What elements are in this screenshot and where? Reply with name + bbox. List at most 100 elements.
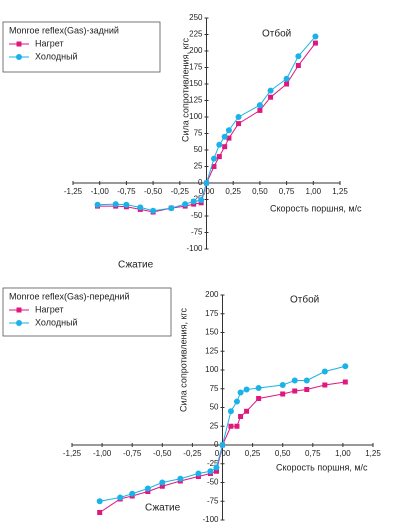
y-axis-label: Сила сопротивления, кгс xyxy=(178,308,188,412)
legend-title: Monroe reflex(Gas)-передний xyxy=(9,291,130,301)
y-tick-label: -100 xyxy=(186,244,203,253)
marker xyxy=(213,464,220,471)
marker xyxy=(216,141,223,148)
x-tick-label: -0,75 xyxy=(123,449,142,458)
y-tick-label: 125 xyxy=(205,346,219,355)
marker xyxy=(284,81,290,87)
y-tick-label: 50 xyxy=(194,145,203,154)
x-axis-label: Скорость поршня, м/с xyxy=(270,203,362,213)
marker xyxy=(228,423,234,429)
x-tick-label: 1,00 xyxy=(306,187,322,196)
marker xyxy=(195,470,202,477)
y-tick-label: 75 xyxy=(194,129,203,138)
marker xyxy=(235,114,242,120)
x-tick-label: 0,50 xyxy=(275,449,291,458)
marker xyxy=(233,398,240,405)
y-tick-label: 150 xyxy=(205,328,219,337)
x-tick-label: 0,25 xyxy=(225,187,241,196)
y-tick-label: -50 xyxy=(191,211,203,220)
marker xyxy=(150,207,157,214)
marker xyxy=(283,75,290,82)
x-tick-label: -0,25 xyxy=(183,449,202,458)
marker xyxy=(244,408,250,414)
marker xyxy=(304,387,310,392)
marker xyxy=(129,490,136,497)
y-tick-label: 175 xyxy=(189,63,203,72)
x-tick-label: -1,00 xyxy=(91,187,110,196)
x-tick-label: 0,50 xyxy=(252,187,268,196)
marker xyxy=(342,379,348,385)
marker xyxy=(203,180,210,186)
marker xyxy=(312,33,319,40)
marker xyxy=(267,87,274,94)
y-tick-label: 125 xyxy=(189,96,203,105)
x-tick-label: -0,25 xyxy=(171,187,190,196)
annotation: Отбой xyxy=(290,294,319,306)
marker xyxy=(225,127,232,134)
y-tick-label: 0 xyxy=(214,440,219,449)
marker xyxy=(123,201,130,208)
marker xyxy=(238,414,244,419)
x-tick-label: -0,50 xyxy=(144,187,163,196)
y-tick-label: 225 xyxy=(189,30,203,39)
y-tick-label: 200 xyxy=(189,46,203,55)
marker xyxy=(268,94,274,100)
marker xyxy=(213,468,219,474)
y-tick-label: -50 xyxy=(207,478,219,487)
annotation: Сжатие xyxy=(118,260,154,271)
x-tick-label: 0,00 xyxy=(199,187,215,196)
legend-box xyxy=(2,21,161,73)
marker xyxy=(177,475,184,482)
y-tick-label: 25 xyxy=(194,162,203,171)
y-axis-label: Сила сопротивления, кгс xyxy=(180,38,190,142)
marker xyxy=(255,385,262,391)
y-tick-label: 50 xyxy=(210,403,219,412)
marker xyxy=(207,468,214,475)
marker xyxy=(168,205,175,212)
y-tick-label: -75 xyxy=(207,496,219,505)
marker xyxy=(210,155,217,162)
marker xyxy=(342,363,349,370)
marker xyxy=(312,40,318,46)
marker xyxy=(159,483,165,489)
marker xyxy=(211,164,217,169)
y-tick-label: 75 xyxy=(210,384,219,393)
x-tick-label: 1,25 xyxy=(332,187,348,196)
x-tick-label: -1,00 xyxy=(93,449,112,458)
marker xyxy=(117,494,124,501)
legend-label: Нагрет xyxy=(35,304,64,314)
x-tick-label: 0,75 xyxy=(305,449,321,458)
marker xyxy=(295,53,302,60)
marker xyxy=(243,386,250,393)
marker xyxy=(222,144,228,150)
marker xyxy=(237,389,244,396)
y-tick-label: 0 xyxy=(198,178,203,187)
marker xyxy=(112,201,119,208)
x-tick-label: -0,50 xyxy=(153,449,172,458)
marker xyxy=(190,198,197,205)
marker xyxy=(279,382,286,388)
marker xyxy=(137,204,144,211)
marker xyxy=(219,442,226,448)
annotation: Сжатие xyxy=(145,503,181,514)
x-tick-label: 0,75 xyxy=(279,187,295,196)
marker xyxy=(295,63,301,69)
marker xyxy=(303,377,310,384)
marker xyxy=(216,154,222,160)
y-tick-label: -75 xyxy=(191,228,203,237)
marker xyxy=(322,382,328,388)
marker xyxy=(257,107,263,113)
x-tick-label: 1,25 xyxy=(365,449,381,458)
x-tick-label: 0,25 xyxy=(245,449,261,458)
marker xyxy=(16,54,22,60)
x-tick-label: -1,25 xyxy=(63,449,82,458)
legend-label: Холодный xyxy=(35,317,78,327)
marker xyxy=(96,498,103,505)
x-tick-label: 0,00 xyxy=(215,449,231,458)
marker xyxy=(236,121,242,127)
marker xyxy=(291,377,298,384)
y-tick-label: 175 xyxy=(205,309,219,318)
marker xyxy=(321,368,328,375)
marker xyxy=(280,391,286,397)
marker xyxy=(226,135,232,141)
